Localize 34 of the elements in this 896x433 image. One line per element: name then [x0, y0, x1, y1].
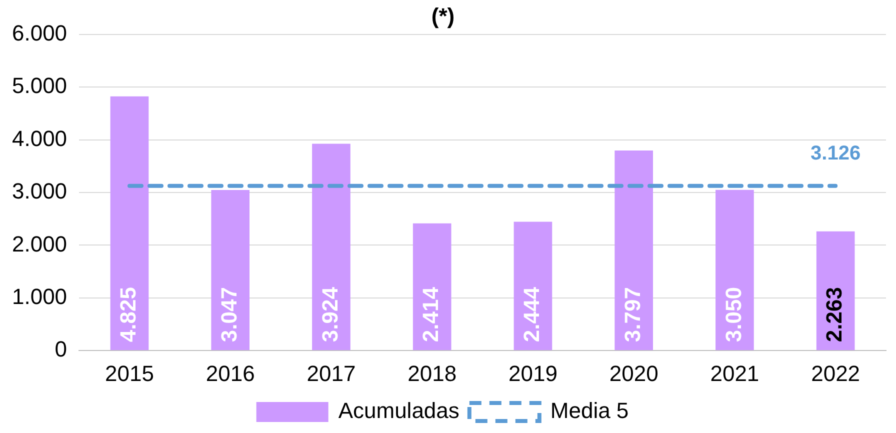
- data-label: 2.444: [519, 286, 544, 342]
- chart-title: (*): [431, 3, 455, 28]
- x-tick-label: 2019: [508, 360, 558, 386]
- y-tick-label: 6.000: [12, 20, 68, 46]
- x-tick-label: 2020: [609, 360, 658, 386]
- x-tick-label: 2017: [306, 360, 356, 386]
- bar: [312, 144, 350, 350]
- bar: [110, 96, 149, 350]
- data-label: 3.050: [720, 287, 746, 342]
- bar: [412, 223, 452, 350]
- annotation: 3.126: [810, 142, 861, 164]
- data-label: 3.797: [620, 287, 645, 342]
- x-tick-label: 2021: [710, 360, 760, 386]
- data-label: 3.047: [216, 287, 242, 342]
- x-tick-label: 2022: [811, 360, 860, 386]
- legend-label: Acumuladas: [338, 398, 460, 424]
- bar: [716, 190, 754, 350]
- y-tick-label: 0: [54, 336, 68, 362]
- y-tick-label: 1.000: [12, 284, 68, 309]
- legend-label: Media 5: [550, 398, 629, 424]
- y-tick-label: 2.000: [12, 231, 68, 256]
- x-tick-label: 2015: [105, 360, 154, 386]
- bar: [614, 150, 653, 350]
- data-label: 4.825: [116, 287, 141, 342]
- x-tick-label: 2018: [408, 360, 457, 386]
- x-tick-label: 2016: [206, 360, 255, 386]
- y-tick-label: 5.000: [12, 73, 68, 98]
- bar: [211, 190, 250, 350]
- y-tick-label: 3.000: [12, 178, 68, 204]
- bar: [514, 222, 552, 350]
- data-label: 3.924: [317, 286, 342, 342]
- y-tick-label: 4.000: [12, 126, 68, 151]
- data-label: 2.414: [418, 286, 444, 342]
- data-label: 2.263: [822, 287, 847, 342]
